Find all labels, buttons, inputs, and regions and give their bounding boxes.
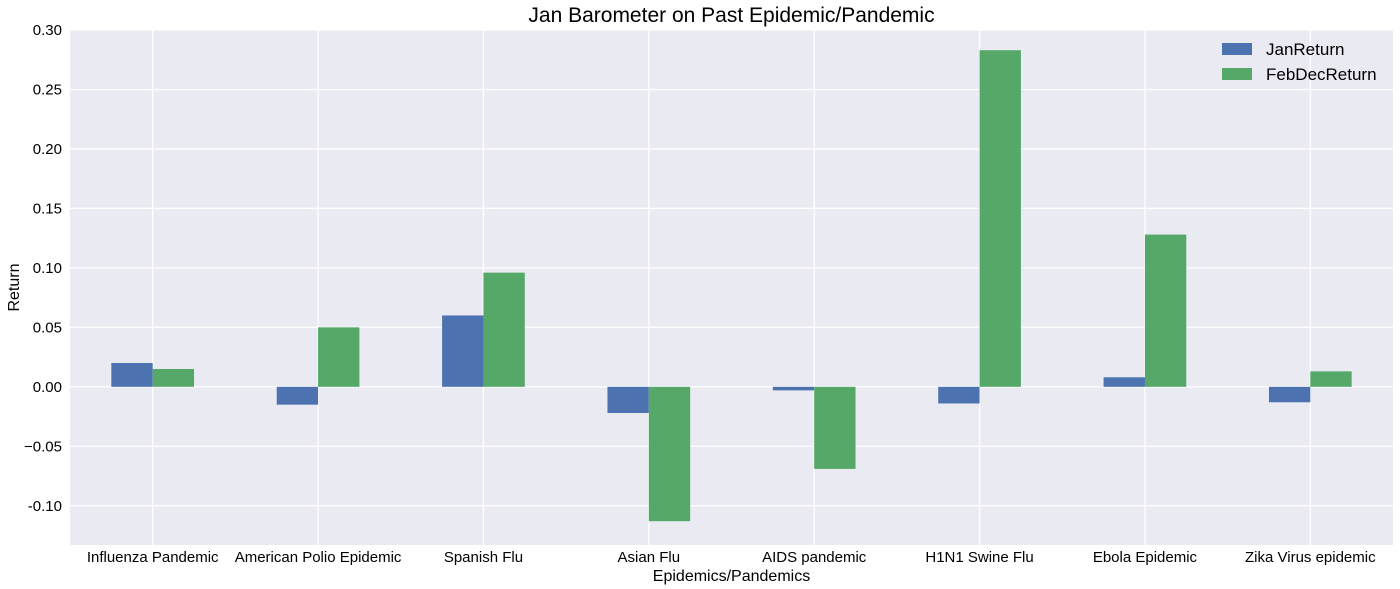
- x-tick-label: American Polio Epidemic: [235, 549, 402, 566]
- y-tick-label: −0.05: [24, 438, 62, 455]
- bar-febdecreturn-h1n1-swine-flu: [979, 50, 1021, 387]
- bar-febdecreturn-ebola-epidemic: [1144, 234, 1187, 387]
- legend-label: FebDecReturn: [1266, 65, 1377, 84]
- x-tick-label: AIDS pandemic: [762, 549, 867, 566]
- bar-janreturn-h1n1-swine-flu: [938, 386, 980, 404]
- bar-janreturn-zika-virus-epidemic: [1268, 386, 1311, 403]
- y-tick-label: -0.10: [28, 498, 62, 515]
- bars: [111, 50, 1352, 522]
- y-tick-label: 0.00: [33, 379, 62, 396]
- bar-febdecreturn-spanish-flu: [483, 272, 525, 387]
- plot-background: [70, 30, 1393, 545]
- y-tick-label: 0.20: [33, 141, 62, 158]
- y-axis-label: Return: [6, 263, 23, 311]
- bar-janreturn-aids-pandemic: [772, 386, 815, 391]
- x-tick-label: Spanish Flu: [444, 549, 523, 566]
- y-tick-label: 0.05: [33, 319, 62, 336]
- bar-janreturn-spanish-flu: [442, 315, 484, 387]
- bar-janreturn-asian-flu: [607, 386, 649, 413]
- y-tick-label: 0.10: [33, 260, 62, 277]
- x-tick-label: Ebola Epidemic: [1093, 549, 1198, 566]
- bar-febdecreturn-aids-pandemic: [814, 386, 856, 469]
- x-tick-label: Influenza Pandemic: [87, 549, 219, 566]
- legend: JanReturn FebDecReturn: [1222, 40, 1377, 84]
- legend-label: JanReturn: [1266, 40, 1344, 59]
- x-axis-label: Epidemics/Pandemics: [653, 568, 810, 585]
- y-tick-labels: -0.10 −0.05 0.00 0.05 0.10 0.15 0.20 0.25 0.30: [24, 22, 62, 515]
- legend-swatch: [1222, 43, 1252, 55]
- legend-swatch: [1222, 68, 1252, 80]
- bar-febdecreturn-asian-flu: [648, 386, 691, 522]
- bar-janreturn-american-polio-epidemic: [276, 386, 319, 405]
- y-tick-label: 0.25: [33, 81, 62, 98]
- bar-janreturn-influenza-pandemic: [111, 363, 153, 387]
- x-tick-label: Asian Flu: [618, 549, 681, 566]
- y-tick-label: 0.15: [33, 200, 62, 217]
- x-tick-label: Zika Virus epidemic: [1245, 549, 1376, 566]
- chart-title: Jan Barometer on Past Epidemic/Pandemic: [528, 4, 934, 27]
- bar-janreturn-ebola-epidemic: [1103, 377, 1145, 387]
- y-tick-label: 0.30: [33, 22, 62, 39]
- bar-febdecreturn-influenza-pandemic: [152, 368, 195, 387]
- x-tick-label: H1N1 Swine Flu: [925, 549, 1033, 566]
- bar-febdecreturn-american-polio-epidemic: [318, 327, 360, 387]
- bar-febdecreturn-zika-virus-epidemic: [1310, 371, 1352, 387]
- x-tick-labels: Influenza Pandemic American Polio Epidemi…: [87, 549, 1376, 566]
